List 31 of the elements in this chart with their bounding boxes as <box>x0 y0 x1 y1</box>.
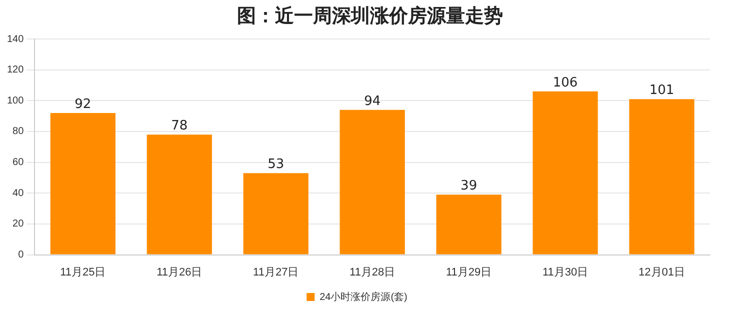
data-label: 94 <box>364 94 381 109</box>
data-label: 78 <box>171 118 188 134</box>
chart-title: 图：近一周深圳涨价房源量走势 <box>236 4 504 29</box>
y-tick-label: 100 <box>6 95 24 106</box>
x-tick-label: 12月01日 <box>638 266 686 278</box>
y-tick-label: 0 <box>18 250 24 261</box>
x-tick-label: 11月26日 <box>156 266 202 278</box>
data-label: 101 <box>649 82 674 98</box>
y-tick-label: 140 <box>6 34 24 45</box>
x-tick-label: 11月30日 <box>542 266 588 278</box>
bar <box>146 134 212 254</box>
data-label: 53 <box>268 156 284 172</box>
y-tick-label: 60 <box>12 157 24 168</box>
x-tick-label: 11月28日 <box>350 266 396 278</box>
bar <box>436 194 502 254</box>
bar <box>629 99 694 254</box>
legend-label: 24小时涨价房源(套) <box>320 290 408 303</box>
x-tick-label: 11月27日 <box>253 266 299 278</box>
bar <box>532 91 598 254</box>
x-tick-label: 11月29日 <box>446 266 492 278</box>
y-tick-label: 80 <box>12 126 24 138</box>
data-label: 92 <box>74 96 92 112</box>
data-label: 106 <box>552 75 578 90</box>
bar <box>243 173 308 254</box>
y-tick-label: 40 <box>12 188 24 199</box>
bar <box>50 112 116 254</box>
y-tick-label: 20 <box>12 218 24 230</box>
x-tick-label: 11月25日 <box>60 266 106 278</box>
bar <box>340 110 405 254</box>
y-tick-label: 120 <box>6 64 24 76</box>
data-label: 39 <box>460 178 478 194</box>
